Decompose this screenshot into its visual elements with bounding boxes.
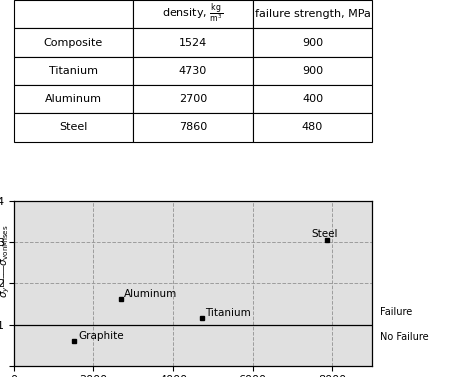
Text: No Failure: No Failure: [380, 332, 429, 342]
Text: Graphite: Graphite: [78, 331, 124, 341]
Text: $\sigma_{\mathrm{vonMises}}$: $\sigma_{\mathrm{vonMises}}$: [0, 224, 11, 266]
Text: Failure: Failure: [380, 307, 413, 317]
Text: Steel: Steel: [312, 229, 338, 239]
Text: ─────: ─────: [2, 265, 9, 286]
Text: Titanium: Titanium: [205, 308, 251, 318]
Text: Aluminum: Aluminum: [124, 289, 178, 299]
Text: $\sigma_y$: $\sigma_y$: [0, 285, 12, 297]
